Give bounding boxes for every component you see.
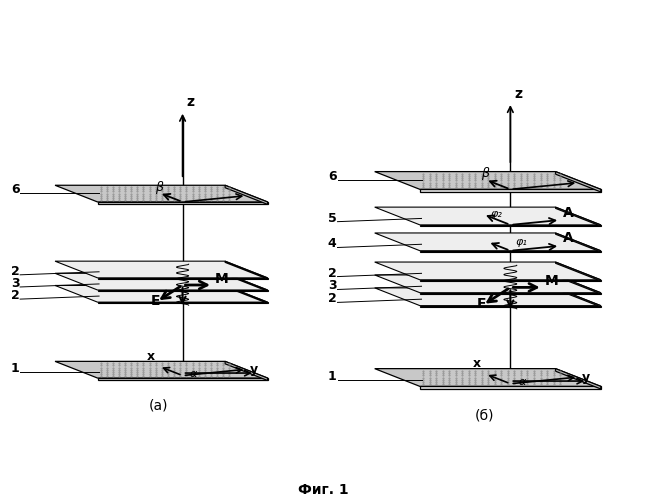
Polygon shape	[55, 261, 267, 278]
Polygon shape	[55, 186, 267, 202]
Text: φ₂: φ₂	[491, 209, 503, 219]
Text: β: β	[155, 181, 163, 194]
Text: β: β	[481, 168, 489, 180]
Polygon shape	[225, 261, 267, 279]
Polygon shape	[375, 368, 601, 386]
Polygon shape	[375, 172, 601, 190]
Polygon shape	[98, 278, 267, 279]
Text: 2: 2	[328, 266, 337, 280]
Text: α: α	[190, 369, 198, 379]
Polygon shape	[98, 202, 267, 204]
Polygon shape	[556, 262, 601, 281]
Text: (a): (a)	[149, 398, 168, 412]
Polygon shape	[556, 368, 601, 389]
Text: α: α	[518, 378, 526, 388]
Text: 5: 5	[328, 212, 337, 224]
Text: Фиг. 1: Фиг. 1	[298, 484, 348, 498]
Polygon shape	[375, 275, 601, 292]
Polygon shape	[556, 172, 601, 192]
Text: φ₁: φ₁	[516, 236, 527, 246]
Text: 3: 3	[328, 280, 337, 292]
Polygon shape	[420, 225, 601, 226]
Text: M: M	[214, 272, 228, 285]
Polygon shape	[225, 286, 267, 304]
Text: 4: 4	[328, 238, 337, 250]
Polygon shape	[375, 233, 601, 250]
Polygon shape	[55, 274, 267, 290]
Polygon shape	[225, 362, 267, 380]
Polygon shape	[556, 275, 601, 294]
Text: A: A	[563, 232, 574, 245]
Text: 6: 6	[11, 183, 19, 196]
Polygon shape	[556, 207, 601, 226]
Polygon shape	[98, 378, 267, 380]
Polygon shape	[556, 233, 601, 252]
Text: 2: 2	[11, 289, 20, 302]
Polygon shape	[420, 306, 601, 307]
Text: 3: 3	[11, 277, 19, 290]
Text: y: y	[582, 370, 590, 384]
Polygon shape	[225, 274, 267, 291]
Polygon shape	[98, 302, 267, 304]
Text: (б): (б)	[475, 408, 494, 422]
Text: y: y	[250, 363, 258, 376]
Polygon shape	[225, 186, 267, 204]
Text: 2: 2	[328, 292, 337, 306]
Polygon shape	[55, 362, 267, 378]
Polygon shape	[375, 207, 601, 225]
Text: z: z	[186, 96, 194, 110]
Polygon shape	[55, 286, 267, 302]
Polygon shape	[420, 190, 601, 192]
Polygon shape	[375, 262, 601, 280]
Text: M: M	[544, 274, 558, 288]
Text: x: x	[147, 350, 154, 362]
Text: 2: 2	[11, 265, 20, 278]
Text: A: A	[563, 206, 574, 220]
Polygon shape	[420, 250, 601, 252]
Polygon shape	[420, 292, 601, 294]
Polygon shape	[98, 290, 267, 291]
Text: 1: 1	[11, 362, 20, 375]
Text: 6: 6	[328, 170, 337, 182]
Polygon shape	[420, 386, 601, 389]
Polygon shape	[556, 288, 601, 307]
Polygon shape	[420, 280, 601, 281]
Text: E: E	[477, 298, 486, 312]
Text: E: E	[151, 294, 160, 308]
Text: x: x	[472, 357, 481, 370]
Polygon shape	[375, 288, 601, 306]
Text: 1: 1	[328, 370, 337, 383]
Text: z: z	[514, 86, 522, 101]
